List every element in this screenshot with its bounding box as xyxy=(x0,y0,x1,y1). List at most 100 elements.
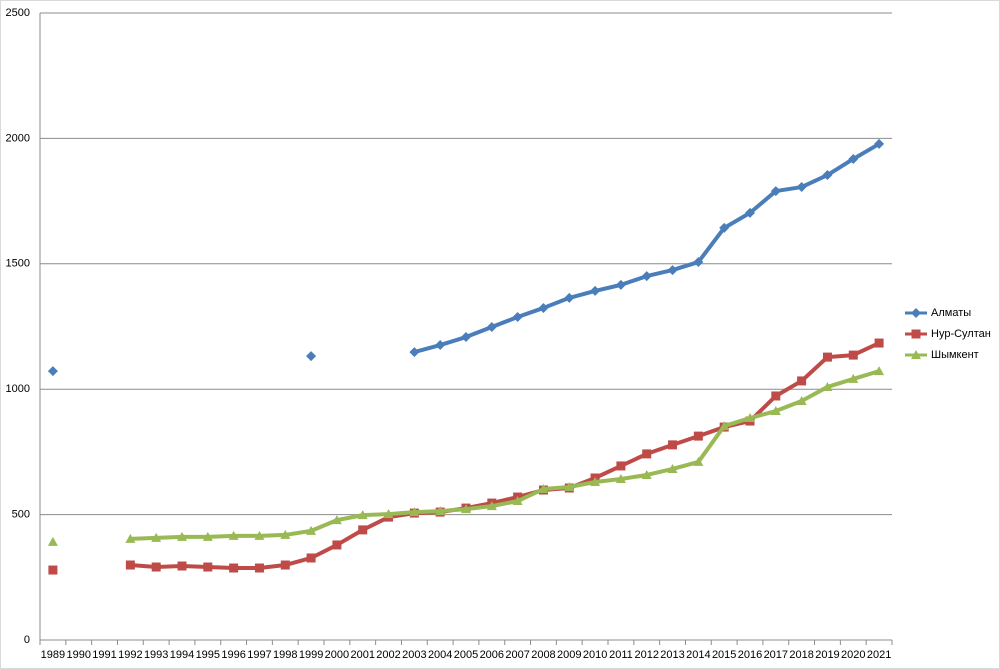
x-tick-label: 2011 xyxy=(609,649,633,661)
marker xyxy=(486,322,497,333)
y-tick-label: 2000 xyxy=(6,132,30,144)
x-tick-label: 1995 xyxy=(196,649,220,661)
marker xyxy=(874,338,884,348)
marker xyxy=(177,561,187,571)
marker xyxy=(47,366,58,377)
marker xyxy=(719,421,730,431)
marker xyxy=(409,507,420,517)
legend-label: Нур-Султан xyxy=(931,328,991,340)
marker xyxy=(667,463,678,473)
x-tick-label: 2006 xyxy=(480,649,504,661)
marker xyxy=(538,302,549,313)
marker xyxy=(590,285,601,296)
marker xyxy=(874,138,885,149)
x-tick-label: 2015 xyxy=(712,649,736,661)
marker xyxy=(590,476,601,486)
marker xyxy=(48,565,58,575)
marker xyxy=(461,504,471,514)
x-tick-label: 2003 xyxy=(402,649,426,661)
marker xyxy=(486,501,497,511)
marker xyxy=(615,279,626,290)
x-tick-label: 2019 xyxy=(815,649,839,661)
x-tick-label: 1999 xyxy=(299,649,323,661)
marker xyxy=(693,257,704,268)
x-tick-label: 2010 xyxy=(583,649,607,661)
marker xyxy=(822,352,832,362)
marker xyxy=(796,182,807,193)
marker xyxy=(770,406,781,416)
x-tick-label: 2008 xyxy=(531,649,555,661)
x-tick-label: 1993 xyxy=(144,649,168,661)
marker xyxy=(254,530,265,540)
y-tick-label: 1500 xyxy=(6,258,30,270)
marker xyxy=(848,153,859,164)
marker xyxy=(745,207,755,218)
marker xyxy=(642,449,652,459)
marker xyxy=(435,340,446,351)
x-tick-label: 2020 xyxy=(841,649,865,661)
marker xyxy=(641,271,652,282)
x-tick-label: 2017 xyxy=(764,649,788,661)
marker xyxy=(848,373,859,383)
marker xyxy=(564,292,575,303)
marker xyxy=(47,536,58,546)
x-tick-label: 2018 xyxy=(789,649,813,661)
marker xyxy=(538,484,549,494)
marker xyxy=(435,506,446,516)
x-tick-label: 2005 xyxy=(454,649,478,661)
marker xyxy=(616,461,626,471)
marker xyxy=(796,395,807,405)
marker xyxy=(332,540,342,550)
y-tick-label: 2500 xyxy=(6,7,30,19)
marker xyxy=(745,413,755,423)
x-tick-label: 1997 xyxy=(247,649,271,661)
series-line xyxy=(130,369,880,541)
marker xyxy=(229,563,239,573)
marker xyxy=(512,311,523,322)
marker xyxy=(693,431,703,441)
x-tick-label: 2016 xyxy=(738,649,762,661)
x-tick-label: 2021 xyxy=(867,649,891,661)
marker xyxy=(125,533,136,543)
marker xyxy=(254,563,264,573)
marker xyxy=(719,222,730,233)
x-tick-label: 2000 xyxy=(325,649,349,661)
marker xyxy=(228,530,239,540)
marker xyxy=(358,525,368,535)
legend-marker xyxy=(911,329,921,339)
x-tick-label: 2007 xyxy=(505,649,529,661)
marker xyxy=(151,562,161,572)
marker xyxy=(848,350,858,360)
marker xyxy=(383,509,394,519)
x-tick-label: 1989 xyxy=(41,649,65,661)
x-tick-label: 2004 xyxy=(428,649,452,661)
marker xyxy=(331,515,342,525)
y-tick-label: 1000 xyxy=(6,383,30,395)
x-tick-label: 1994 xyxy=(170,649,194,661)
x-tick-label: 2001 xyxy=(350,649,374,661)
marker xyxy=(280,560,290,570)
marker xyxy=(512,496,523,506)
legend-label: Шымкент xyxy=(931,349,979,361)
marker xyxy=(125,560,135,570)
marker xyxy=(797,376,807,386)
x-tick-label: 2002 xyxy=(376,649,400,661)
x-tick-label: 1992 xyxy=(118,649,142,661)
x-tick-label: 2014 xyxy=(686,649,710,661)
marker xyxy=(615,473,626,483)
marker xyxy=(357,510,368,520)
marker xyxy=(409,347,420,358)
x-tick-label: 1998 xyxy=(273,649,297,661)
marker xyxy=(306,553,316,563)
marker xyxy=(177,531,187,541)
marker xyxy=(693,456,704,466)
marker xyxy=(770,186,781,197)
marker xyxy=(641,469,652,479)
marker xyxy=(202,531,213,541)
marker xyxy=(668,440,678,450)
marker xyxy=(874,366,885,376)
y-tick-label: 0 xyxy=(24,634,30,646)
marker xyxy=(667,265,678,276)
